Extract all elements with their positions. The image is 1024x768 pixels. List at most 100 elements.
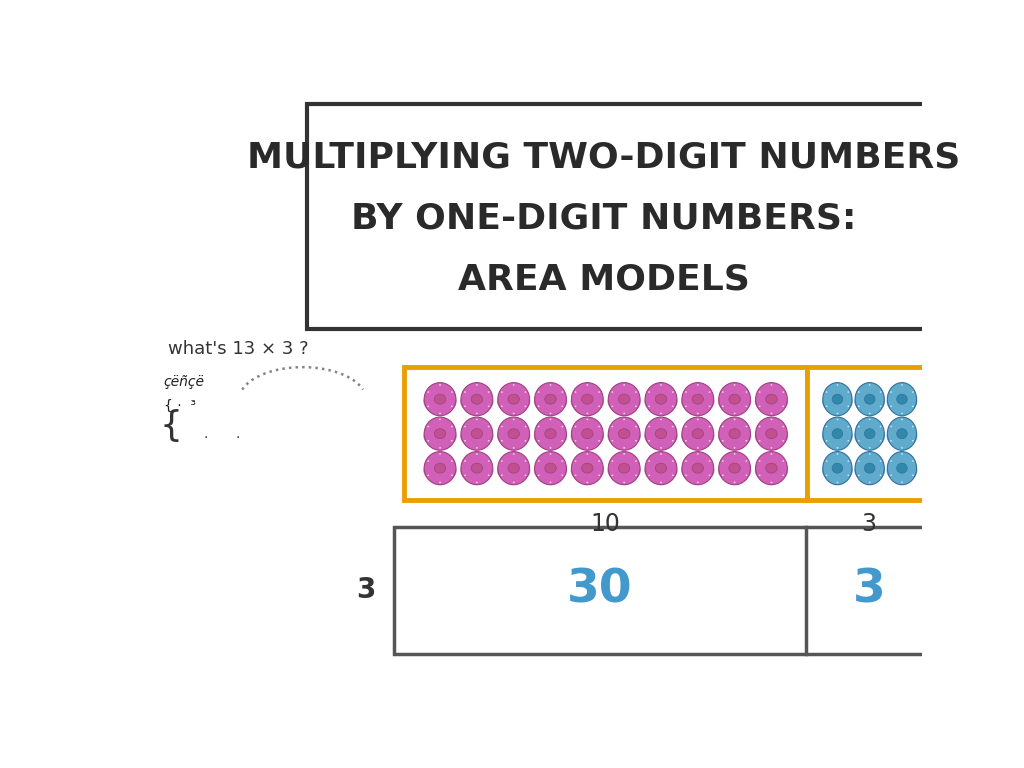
Ellipse shape (823, 452, 852, 485)
Ellipse shape (501, 460, 503, 462)
Ellipse shape (825, 475, 827, 476)
Ellipse shape (624, 447, 625, 449)
Ellipse shape (709, 391, 711, 393)
Ellipse shape (888, 452, 916, 485)
Ellipse shape (770, 447, 772, 449)
Text: 30: 30 (567, 568, 633, 613)
Ellipse shape (709, 406, 711, 407)
Ellipse shape (501, 425, 503, 427)
Ellipse shape (855, 417, 885, 450)
Ellipse shape (901, 482, 903, 483)
Ellipse shape (697, 453, 698, 455)
Ellipse shape (574, 440, 577, 442)
Ellipse shape (535, 452, 566, 485)
Ellipse shape (471, 429, 482, 439)
Ellipse shape (460, 459, 494, 482)
Ellipse shape (890, 440, 892, 442)
Ellipse shape (648, 475, 650, 476)
Ellipse shape (574, 406, 577, 407)
Ellipse shape (681, 390, 715, 413)
Ellipse shape (635, 460, 637, 462)
Ellipse shape (890, 391, 892, 393)
Ellipse shape (868, 419, 870, 420)
Ellipse shape (524, 391, 526, 393)
Ellipse shape (660, 419, 662, 420)
Ellipse shape (755, 425, 788, 448)
Ellipse shape (912, 391, 913, 393)
Ellipse shape (837, 447, 839, 449)
Ellipse shape (611, 475, 613, 476)
Ellipse shape (825, 391, 827, 393)
Ellipse shape (887, 459, 918, 482)
Ellipse shape (508, 429, 519, 439)
Ellipse shape (697, 482, 698, 483)
Bar (394, 527, 932, 654)
Ellipse shape (451, 406, 453, 407)
Ellipse shape (722, 391, 724, 393)
Ellipse shape (461, 452, 493, 485)
Ellipse shape (890, 406, 892, 407)
Ellipse shape (524, 425, 526, 427)
Ellipse shape (476, 384, 478, 386)
Ellipse shape (624, 419, 625, 420)
Ellipse shape (513, 447, 515, 449)
Ellipse shape (550, 482, 552, 483)
Ellipse shape (854, 390, 885, 413)
Ellipse shape (561, 425, 563, 427)
Ellipse shape (837, 384, 839, 386)
Ellipse shape (451, 425, 453, 427)
Ellipse shape (697, 447, 698, 449)
Ellipse shape (681, 425, 715, 448)
Ellipse shape (624, 384, 625, 386)
Ellipse shape (550, 412, 552, 414)
Ellipse shape (782, 460, 784, 462)
Ellipse shape (508, 394, 519, 404)
Ellipse shape (825, 440, 827, 442)
Ellipse shape (770, 384, 772, 386)
Ellipse shape (501, 391, 503, 393)
Ellipse shape (755, 459, 788, 482)
Ellipse shape (822, 459, 853, 482)
Ellipse shape (756, 417, 787, 450)
Ellipse shape (692, 463, 703, 473)
Ellipse shape (635, 406, 637, 407)
Ellipse shape (722, 406, 724, 407)
Ellipse shape (534, 390, 567, 413)
Ellipse shape (897, 394, 907, 404)
Ellipse shape (880, 475, 882, 476)
Ellipse shape (464, 406, 466, 407)
Ellipse shape (672, 425, 674, 427)
Ellipse shape (434, 429, 445, 439)
Ellipse shape (538, 440, 540, 442)
Ellipse shape (644, 459, 678, 482)
Ellipse shape (848, 440, 849, 442)
Ellipse shape (782, 475, 784, 476)
Ellipse shape (745, 406, 748, 407)
Ellipse shape (460, 425, 494, 448)
Ellipse shape (655, 463, 667, 473)
Ellipse shape (880, 406, 882, 407)
Ellipse shape (685, 475, 687, 476)
Ellipse shape (513, 412, 515, 414)
Text: { ·  ³: { · ³ (164, 399, 196, 412)
Ellipse shape (897, 429, 907, 439)
Ellipse shape (888, 417, 916, 450)
Ellipse shape (635, 425, 637, 427)
Ellipse shape (424, 382, 456, 415)
Ellipse shape (471, 463, 482, 473)
Ellipse shape (427, 460, 429, 462)
Ellipse shape (759, 440, 761, 442)
Ellipse shape (755, 390, 788, 413)
Ellipse shape (550, 419, 552, 420)
Ellipse shape (460, 390, 494, 413)
Ellipse shape (501, 440, 503, 442)
Ellipse shape (461, 382, 493, 415)
Ellipse shape (848, 391, 849, 393)
Ellipse shape (912, 475, 913, 476)
Ellipse shape (587, 419, 588, 420)
Ellipse shape (424, 452, 456, 485)
Ellipse shape (733, 453, 735, 455)
Ellipse shape (729, 394, 740, 404)
Ellipse shape (833, 429, 843, 439)
Ellipse shape (497, 425, 530, 448)
